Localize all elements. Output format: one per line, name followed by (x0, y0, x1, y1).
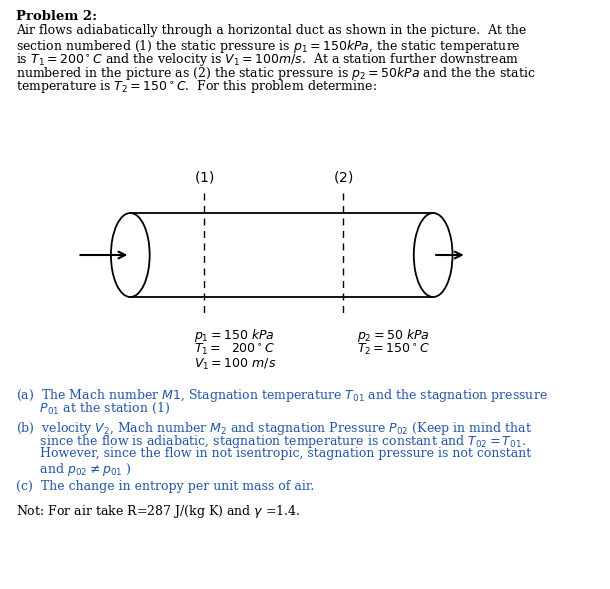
Text: since the flow is adiabatic, stagnation temperature is constant and $T_{02} = T_: since the flow is adiabatic, stagnation … (16, 434, 526, 451)
Text: (c)  The change in entropy per unit mass of air.: (c) The change in entropy per unit mass … (16, 480, 314, 493)
Text: and $p_{02} \neq p_{01}$ ): and $p_{02} \neq p_{01}$ ) (16, 461, 131, 478)
Text: $p_2 = 50\ kPa$: $p_2 = 50\ kPa$ (357, 327, 429, 344)
Text: temperature is $T_2 = 150^\circ C$.  For this problem determine:: temperature is $T_2 = 150^\circ C$. For … (16, 78, 377, 95)
Text: Not: For air take R=287 J/(kg K) and $\gamma$ =1.4.: Not: For air take R=287 J/(kg K) and $\g… (16, 504, 300, 521)
Text: However, since the flow in not isentropic, stagnation pressure is not constant: However, since the flow in not isentropi… (16, 447, 531, 460)
Text: (b)  velocity $V_2$, Mach number $M_2$ and stagnation Pressure $P_{02}$ (Keep in: (b) velocity $V_2$, Mach number $M_2$ an… (16, 420, 532, 437)
Text: $P_{01}$ at the station (1): $P_{01}$ at the station (1) (16, 401, 170, 416)
Text: $p_1 = 150\ kPa$: $p_1 = 150\ kPa$ (194, 327, 274, 344)
Text: $(1)$: $(1)$ (194, 169, 215, 185)
Text: is $T_1 = 200^\circ C$ and the velocity is $V_1 = 100m/s$.  At a station further: is $T_1 = 200^\circ C$ and the velocity … (16, 51, 518, 68)
Text: Problem 2:: Problem 2: (16, 10, 97, 23)
Text: Air flows adiabatically through a horizontal duct as shown in the picture.  At t: Air flows adiabatically through a horizo… (16, 24, 526, 37)
Text: section numbered (1) the static pressure is $p_1 = 150kPa$, the static temperatu: section numbered (1) the static pressure… (16, 38, 520, 55)
Text: $(2)$: $(2)$ (333, 169, 354, 185)
Text: $V_1 = 100\ m/s$: $V_1 = 100\ m/s$ (194, 357, 276, 372)
Text: (a)  The Mach number $M1$, Stagnation temperature $T_{01}$ and the stagnation pr: (a) The Mach number $M1$, Stagnation tem… (16, 387, 548, 404)
Text: numbered in the picture as (2) the static pressure is $p_2 = 50kPa$ and the the : numbered in the picture as (2) the stati… (16, 65, 536, 81)
Text: $T_2 = 150^\circ C$: $T_2 = 150^\circ C$ (357, 342, 429, 357)
Text: $T_1 =\ \ 200^\circ C$: $T_1 =\ \ 200^\circ C$ (194, 342, 274, 357)
